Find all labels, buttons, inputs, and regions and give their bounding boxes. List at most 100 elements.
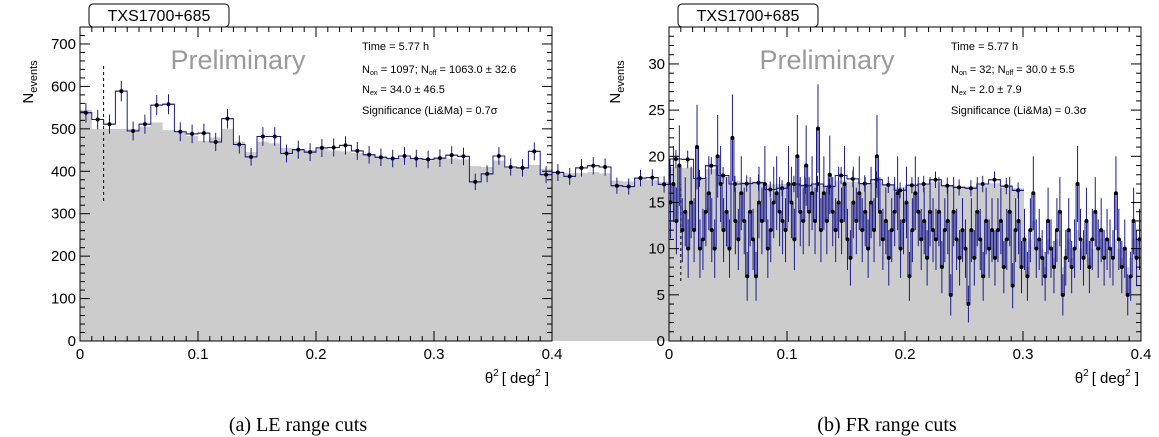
data-marker: [532, 149, 537, 154]
data-marker: [765, 246, 770, 251]
axis-ticks: 0 0.1 0.2 0.3 0.4 0 5 10 15 20 25 30: [648, 26, 1151, 363]
data-marker: [957, 185, 962, 190]
data-marker: [1043, 274, 1048, 279]
noff-sub: off: [1006, 70, 1014, 77]
data-point: [768, 198, 773, 263]
data-point: [1084, 187, 1089, 255]
data-marker: [824, 218, 829, 223]
data-point: [587, 157, 600, 175]
data-marker: [692, 228, 697, 233]
data-marker: [1084, 218, 1089, 223]
data-marker: [685, 157, 690, 162]
panel-b: 0 0.1 0.2 0.3 0.4 0 5 10 15 20 25 30 TXS1700+685 Pr…: [607, 3, 1151, 436]
data-marker: [771, 200, 776, 205]
data-point: [1122, 219, 1127, 278]
ylabel-base: N: [20, 93, 37, 104]
y-axis-label: Nevents: [607, 60, 627, 104]
noff-value: = 30.0 ± 5.5: [1013, 64, 1074, 76]
data-point: [975, 177, 980, 247]
data-marker: [948, 292, 953, 297]
title-box: TXS1700+685: [677, 3, 819, 28]
caption: (b) FR range cuts: [817, 414, 957, 436]
data-point: [681, 150, 694, 169]
data-point: [978, 208, 983, 271]
data-point: [398, 147, 411, 165]
data-marker: [1004, 237, 1009, 242]
data-point: [789, 166, 794, 239]
data-point: [186, 124, 198, 144]
data-point: [1075, 145, 1080, 223]
data-point: [777, 177, 782, 247]
data-point: [919, 208, 924, 271]
data-marker: [744, 181, 749, 186]
data-point: [709, 198, 714, 263]
non-sub: on: [370, 70, 378, 77]
data-point: [748, 177, 753, 247]
data-point: [848, 230, 853, 286]
data-point: [836, 166, 841, 239]
data-marker: [984, 218, 989, 223]
data-point: [813, 187, 818, 255]
data-point: [209, 132, 222, 152]
on-step-line: [669, 128, 1141, 305]
data-point: [611, 177, 623, 194]
y-tick-label: 200: [51, 248, 76, 265]
data-marker: [284, 151, 289, 156]
data-point: [922, 187, 927, 255]
data-marker: [555, 170, 560, 175]
data-marker: [810, 191, 815, 196]
data-point: [906, 177, 918, 194]
data-point: [1022, 208, 1027, 271]
data-point: [759, 187, 764, 255]
data-marker: [1013, 228, 1018, 233]
data-point: [845, 208, 850, 271]
data-marker: [922, 218, 927, 223]
non-value: = 32; N: [967, 64, 1006, 76]
data-marker: [190, 131, 195, 136]
xlabel-tail: ]: [541, 370, 549, 387]
xlabel-base: θ: [485, 370, 493, 387]
data-point: [718, 145, 723, 223]
data-point: [942, 198, 947, 263]
data-marker: [839, 218, 844, 223]
data-point: [889, 198, 894, 263]
data-point: [174, 122, 187, 142]
data-marker: [260, 134, 265, 139]
data-marker: [933, 237, 938, 242]
non-value: = 1097; N: [378, 64, 429, 76]
data-marker: [968, 186, 973, 191]
data-point: [599, 158, 611, 176]
data-point: [706, 156, 711, 231]
data-point: [771, 166, 776, 239]
nex-sub: ex: [370, 90, 378, 97]
data-point: [869, 166, 874, 239]
data-marker: [756, 200, 761, 205]
data-marker: [945, 183, 950, 188]
data-marker: [877, 209, 882, 214]
data-marker: [709, 163, 714, 168]
data-point: [1010, 262, 1015, 309]
data-point: [1049, 219, 1054, 278]
data-point: [754, 251, 759, 301]
data-point: [1007, 177, 1012, 247]
data-marker: [402, 153, 407, 158]
data-point: [658, 176, 670, 193]
data-marker: [839, 173, 844, 178]
data-marker: [789, 200, 794, 205]
data-marker: [1019, 265, 1024, 270]
data-point: [795, 114, 800, 198]
y-tick-label: 700: [51, 36, 76, 53]
data-point: [960, 198, 965, 263]
data-point: [516, 159, 529, 177]
data-point: [703, 177, 708, 247]
data-point: [972, 230, 977, 286]
data-marker: [860, 228, 865, 233]
data-point: [162, 94, 175, 115]
watermark: Preliminary: [759, 45, 895, 75]
x-tick-label: 0.2: [306, 346, 327, 363]
data-point: [957, 230, 962, 286]
data-marker: [695, 145, 700, 150]
data-point: [715, 114, 720, 198]
data-point: [481, 165, 493, 183]
